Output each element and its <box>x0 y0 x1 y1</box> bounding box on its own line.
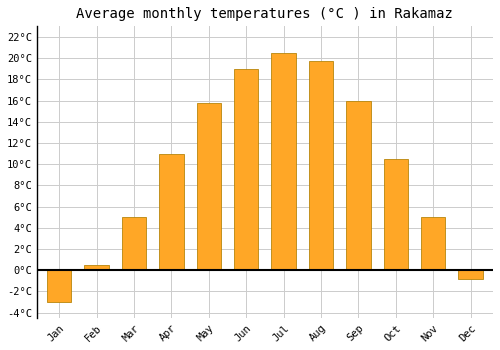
Bar <box>458 270 483 279</box>
Bar <box>122 217 146 270</box>
Bar <box>346 100 370 270</box>
Bar <box>272 53 296 270</box>
Bar <box>47 270 72 302</box>
Title: Average monthly temperatures (°C ) in Rakamaz: Average monthly temperatures (°C ) in Ra… <box>76 7 454 21</box>
Bar <box>196 103 221 270</box>
Bar <box>84 265 109 270</box>
Bar <box>421 217 446 270</box>
Bar <box>160 154 184 270</box>
Bar <box>309 61 333 270</box>
Bar <box>384 159 408 270</box>
Bar <box>234 69 258 270</box>
